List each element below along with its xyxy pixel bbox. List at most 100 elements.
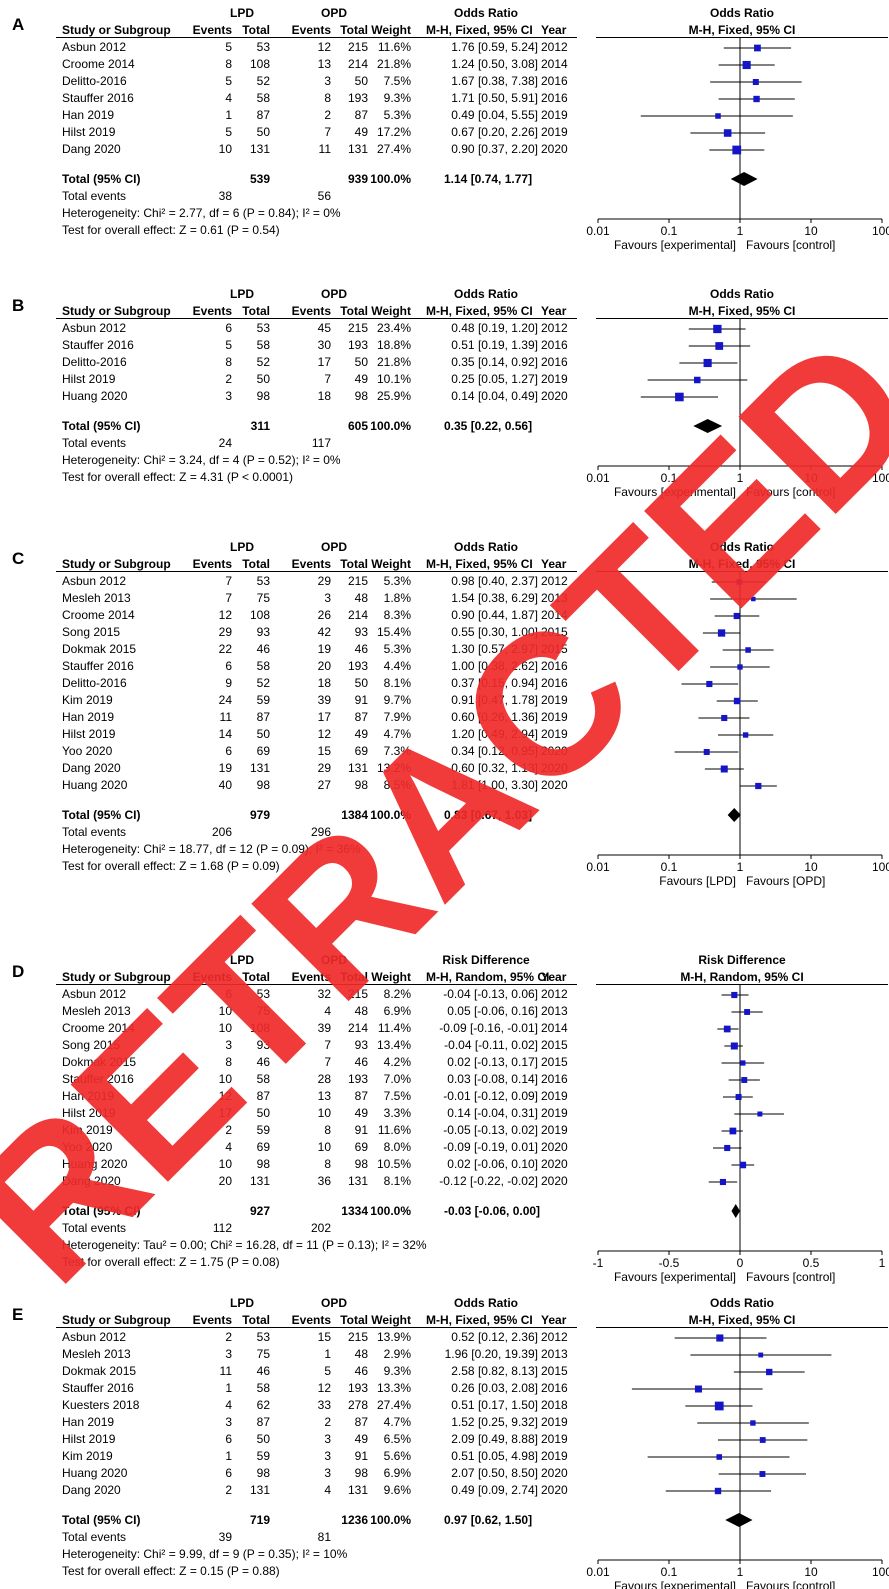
events1-cell: 6 [225, 659, 232, 673]
year-cell: 2020 [541, 142, 568, 156]
events1-header: Events [192, 970, 232, 984]
weight-cell: 13.2% [376, 761, 411, 775]
total1-cell: 46 [256, 642, 270, 656]
events1-cell: 11 [219, 1364, 232, 1378]
study-name: Song 2015 [62, 625, 121, 639]
total2-cell: 49 [354, 125, 368, 139]
weight-cell: 27.4% [376, 142, 411, 156]
total2-cell: 48 [354, 591, 368, 605]
weight-cell: 4.7% [383, 1415, 411, 1429]
total2-cell: 48 [354, 1004, 368, 1018]
study-name: Croome 2014 [62, 57, 135, 71]
year-cell: 2016 [541, 1381, 568, 1395]
favours-left-label: Favours [experimental] [614, 1579, 736, 1589]
events1-cell: 4 [225, 1140, 232, 1154]
plot-measure-header: Odds Ratio [709, 540, 774, 554]
total2-cell: 278 [347, 1398, 368, 1412]
weight-cell: 4.7% [383, 727, 411, 741]
weight-cell: 27.4% [376, 1398, 411, 1412]
forest-panel-d: D LPD OPD Risk Difference Risk Difference Stu… [0, 953, 889, 1284]
year-cell: 2012 [541, 40, 568, 54]
study-name: Asbun 2012 [62, 574, 127, 588]
x-tick-label: 1 [879, 1256, 886, 1270]
total1-cell: 59 [256, 693, 270, 707]
x-tick-label: 10 [804, 471, 818, 485]
panel-letter: E [12, 1305, 24, 1324]
total2-cell: 98 [354, 389, 368, 403]
total1-cell: 131 [249, 1483, 270, 1497]
weight-cell: 6.9% [383, 1466, 411, 1480]
study-estimate-marker [716, 1454, 723, 1460]
year-cell: 2015 [541, 625, 568, 639]
year-cell: 2012 [541, 1330, 568, 1344]
header-rule-right [596, 984, 888, 985]
year-cell: 2014 [541, 608, 568, 622]
measure-header: Odds Ratio [453, 6, 518, 20]
x-tick-label: -1 [593, 1256, 604, 1270]
events1-cell: 3 [225, 1347, 232, 1361]
study-estimate-marker [715, 113, 721, 119]
events2-cell: 29 [317, 574, 331, 588]
plot-method-header: M-H, Fixed, 95% CI [688, 557, 796, 571]
study-name: Asbun 2012 [62, 40, 127, 54]
total2-cell: 69 [354, 1140, 368, 1154]
events2-cell: 17 [317, 710, 331, 724]
events2-cell: 18 [317, 389, 331, 403]
total1-cell: 75 [256, 591, 270, 605]
events2-cell: 4 [324, 1004, 331, 1018]
favours-right-label: Favours [control] [746, 1270, 835, 1284]
events1-cell: 10 [218, 1072, 232, 1086]
events1-cell: 10 [218, 1157, 232, 1171]
total-events1: 38 [218, 189, 232, 203]
study-estimate-marker [724, 1144, 731, 1152]
ci-text-cell: 1.67 [0.38, 7.38] [451, 74, 538, 88]
study-name: Han 2019 [62, 710, 115, 724]
group2-header: OPD [320, 953, 347, 967]
events2-cell: 13 [317, 57, 331, 71]
ci-text-cell: 1.54 [0.38, 6.29] [451, 591, 538, 605]
total2-cell: 215 [347, 574, 368, 588]
group2-header: OPD [320, 540, 347, 554]
events1-cell: 2 [225, 1483, 232, 1497]
study-estimate-marker [721, 714, 728, 722]
study-estimate-marker [731, 991, 738, 999]
x-tick-label: 1 [737, 1565, 744, 1579]
year-header: Year [541, 1313, 567, 1327]
year-cell: 2020 [541, 1157, 568, 1171]
events1-cell: 3 [225, 1038, 232, 1052]
group1-header: LPD [230, 540, 254, 554]
total2-value: 939 [347, 172, 368, 186]
overall-effect-text: Test for overall effect: Z = 4.31 (P < 0… [62, 470, 294, 484]
study-header: Study or Subgroup [62, 304, 171, 318]
study-estimate-marker [758, 1352, 764, 1358]
events1-cell: 22 [218, 642, 232, 656]
ci-text-cell: 1.00 [0.38, 2.62] [451, 659, 538, 673]
total-events-label: Total events [62, 1221, 127, 1235]
weight-cell: 10.5% [376, 1157, 411, 1171]
ci-text-cell: 0.91 [0.47, 1.78] [451, 693, 538, 707]
study-name: Mesleh 2013 [62, 1004, 131, 1018]
panel-letter: B [12, 296, 25, 315]
total1-cell: 131 [249, 761, 270, 775]
ci-text-cell: -0.09 [-0.16, -0.01] [439, 1021, 538, 1035]
total2-cell: 49 [354, 727, 368, 741]
study-name: Han 2019 [62, 108, 115, 122]
ci-text-cell: 0.60 [0.26, 1.36] [451, 710, 538, 724]
total-events1: 24 [218, 436, 232, 450]
year-cell: 2019 [541, 1106, 568, 1120]
weight-cell: 2.9% [383, 1347, 411, 1361]
plot-measure-header: Odds Ratio [709, 287, 774, 301]
ci-text-cell: 0.34 [0.12, 0.95] [451, 744, 538, 758]
events2-cell: 3 [324, 74, 331, 88]
total2-cell: 131 [347, 142, 368, 156]
study-name: Kim 2019 [62, 693, 113, 707]
weight-cell: 1.8% [383, 591, 411, 605]
header-rule-right [596, 318, 888, 319]
year-header: Year [541, 23, 567, 37]
events1-cell: 7 [225, 591, 232, 605]
ci-text-cell: 0.49 [0.04, 5.55] [451, 108, 538, 122]
events1-cell: 8 [225, 57, 232, 71]
year-cell: 2012 [541, 321, 568, 335]
study-name: Stauffer 2016 [62, 1381, 134, 1395]
events2-cell: 3 [324, 1449, 331, 1463]
